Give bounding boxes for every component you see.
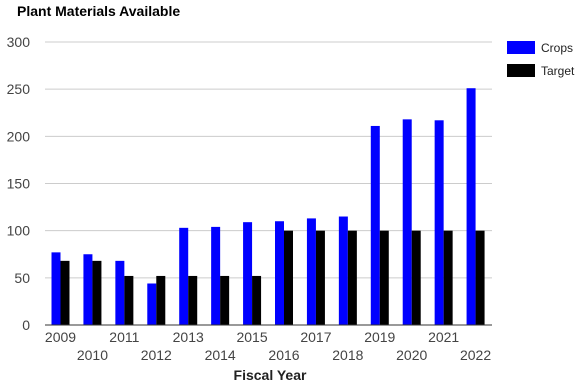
x-tick-label: 2021 (428, 329, 459, 345)
bar-crops-2016 (275, 221, 284, 325)
bar-crops-2015 (243, 222, 253, 325)
bar-crops-2019 (370, 125, 380, 325)
x-tick-label: 2014 (205, 347, 236, 363)
bar-target-2009 (60, 260, 70, 325)
bar-target-2010 (92, 260, 102, 325)
x-tick-label: 2013 (173, 329, 204, 345)
bar-crops-2010 (83, 254, 93, 325)
x-axis-ticks: 2009201020112012201320142015201620172018… (45, 329, 491, 363)
x-tick-label: 2020 (396, 347, 427, 363)
legend-label-target: Target (541, 64, 575, 78)
legend-label-crops: Crops (541, 41, 573, 55)
bar-crops-2013 (179, 227, 189, 325)
y-tick-label: 0 (22, 317, 30, 333)
bar-target-2013 (188, 275, 198, 325)
x-tick-label: 2019 (364, 329, 395, 345)
x-tick-label: 2010 (77, 347, 108, 363)
x-tick-label: 2015 (236, 329, 267, 345)
x-tick-label: 2018 (332, 347, 363, 363)
legend-swatch-target (507, 64, 535, 77)
bar-target-2018 (347, 230, 357, 325)
chart-title: Plant Materials Available (17, 3, 180, 19)
legend: Crops Target (507, 41, 575, 78)
bar-target-2014 (220, 275, 230, 325)
bar-target-2017 (315, 230, 325, 325)
y-tick-label: 200 (7, 128, 31, 144)
legend-swatch-crops (507, 41, 535, 54)
bar-crops-2021 (434, 120, 444, 326)
x-tick-label: 2011 (109, 329, 139, 345)
bar-crops-2020 (402, 119, 412, 325)
y-tick-label: 50 (14, 270, 30, 286)
bar-crops-2011 (115, 260, 125, 325)
bar-target-2016 (284, 230, 293, 325)
bar-target-2011 (124, 275, 134, 325)
x-tick-label: 2012 (141, 347, 172, 363)
x-axis-label: Fiscal Year (234, 367, 307, 383)
bar-crops-2018 (338, 216, 348, 325)
bar-target-2015 (252, 275, 262, 325)
bar-crops-2012 (147, 283, 157, 325)
bar-crops-2009 (51, 252, 61, 325)
bar-target-2012 (156, 275, 166, 325)
y-tick-label: 100 (7, 223, 31, 239)
x-tick-label: 2009 (45, 329, 76, 345)
x-tick-label: 2016 (268, 347, 299, 363)
x-tick-label: 2022 (460, 347, 491, 363)
bar-target-2019 (379, 230, 389, 325)
bar-crops-2022 (466, 88, 476, 326)
y-axis-ticks: 0 50 100 150 200 250 300 (7, 34, 31, 333)
y-tick-label: 300 (7, 34, 31, 50)
y-tick-label: 250 (7, 81, 31, 97)
x-tick-label: 2017 (300, 329, 331, 345)
bars (51, 88, 485, 326)
grid-lines (45, 41, 492, 279)
bar-target-2022 (475, 230, 485, 325)
bar-crops-2014 (211, 226, 221, 325)
y-tick-label: 150 (7, 176, 31, 192)
bar-target-2021 (443, 230, 453, 325)
bar-target-2020 (411, 230, 421, 325)
bar-crops-2017 (306, 218, 316, 325)
